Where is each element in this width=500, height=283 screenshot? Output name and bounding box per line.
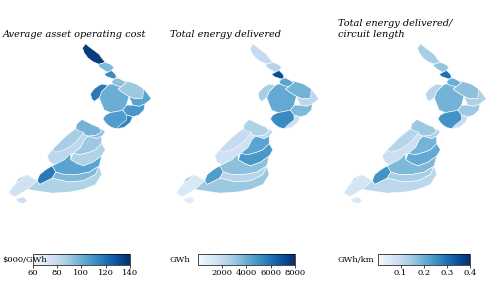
Polygon shape — [266, 84, 296, 113]
Polygon shape — [15, 166, 102, 193]
Polygon shape — [438, 110, 468, 129]
Polygon shape — [52, 129, 84, 152]
Polygon shape — [408, 136, 436, 155]
Text: GWh/km: GWh/km — [338, 256, 374, 264]
Polygon shape — [52, 153, 102, 175]
Polygon shape — [286, 80, 316, 99]
Polygon shape — [296, 89, 319, 106]
Text: Total energy delivered: Total energy delivered — [170, 30, 281, 39]
Polygon shape — [406, 143, 440, 166]
Text: $000/GWh: $000/GWh — [2, 256, 47, 264]
Text: Average asset operating cost: Average asset operating cost — [2, 30, 146, 39]
Polygon shape — [434, 84, 464, 113]
Polygon shape — [184, 197, 195, 204]
Polygon shape — [182, 166, 269, 193]
Polygon shape — [272, 70, 284, 79]
Polygon shape — [16, 197, 28, 204]
Polygon shape — [98, 62, 114, 72]
Text: GWh: GWh — [170, 256, 191, 264]
Polygon shape — [458, 104, 480, 117]
Polygon shape — [76, 119, 102, 136]
Polygon shape — [266, 62, 281, 72]
Polygon shape — [176, 175, 204, 197]
Polygon shape — [410, 119, 436, 136]
Polygon shape — [387, 153, 436, 175]
Polygon shape — [214, 129, 256, 165]
Polygon shape — [103, 110, 132, 129]
Polygon shape — [426, 84, 443, 101]
Polygon shape — [123, 104, 145, 117]
Polygon shape — [351, 197, 362, 204]
Polygon shape — [433, 62, 449, 72]
Polygon shape — [240, 136, 269, 155]
Polygon shape — [90, 84, 108, 101]
Polygon shape — [284, 115, 300, 129]
Polygon shape — [220, 129, 252, 152]
Polygon shape — [37, 166, 56, 185]
Polygon shape — [382, 129, 423, 165]
Polygon shape — [387, 166, 434, 182]
Polygon shape — [204, 166, 224, 185]
Polygon shape — [73, 136, 102, 155]
Polygon shape — [116, 115, 132, 129]
Polygon shape — [243, 119, 269, 136]
Polygon shape — [279, 78, 294, 87]
Polygon shape — [452, 115, 468, 129]
Polygon shape — [220, 153, 269, 175]
Polygon shape — [423, 127, 440, 139]
Polygon shape — [82, 44, 106, 64]
Polygon shape — [104, 70, 117, 79]
Polygon shape — [118, 80, 149, 99]
Polygon shape — [238, 143, 273, 166]
Polygon shape — [439, 70, 452, 79]
Polygon shape — [372, 166, 391, 185]
Polygon shape — [350, 166, 436, 193]
Polygon shape — [129, 89, 152, 106]
Polygon shape — [344, 175, 372, 197]
Polygon shape — [70, 143, 106, 166]
Polygon shape — [52, 166, 99, 182]
Polygon shape — [290, 104, 312, 117]
Polygon shape — [250, 44, 273, 64]
Polygon shape — [270, 110, 300, 129]
Polygon shape — [256, 127, 273, 139]
Polygon shape — [387, 129, 420, 152]
Polygon shape — [47, 129, 88, 165]
Polygon shape — [446, 78, 462, 87]
Polygon shape — [8, 175, 37, 197]
Polygon shape — [418, 44, 440, 64]
Polygon shape — [464, 89, 486, 106]
Polygon shape — [258, 84, 276, 101]
Polygon shape — [99, 84, 129, 113]
Text: Total energy delivered/
circuit length: Total energy delivered/ circuit length — [338, 19, 452, 39]
Polygon shape — [453, 80, 484, 99]
Polygon shape — [112, 78, 126, 87]
Polygon shape — [88, 127, 106, 139]
Polygon shape — [220, 166, 266, 182]
